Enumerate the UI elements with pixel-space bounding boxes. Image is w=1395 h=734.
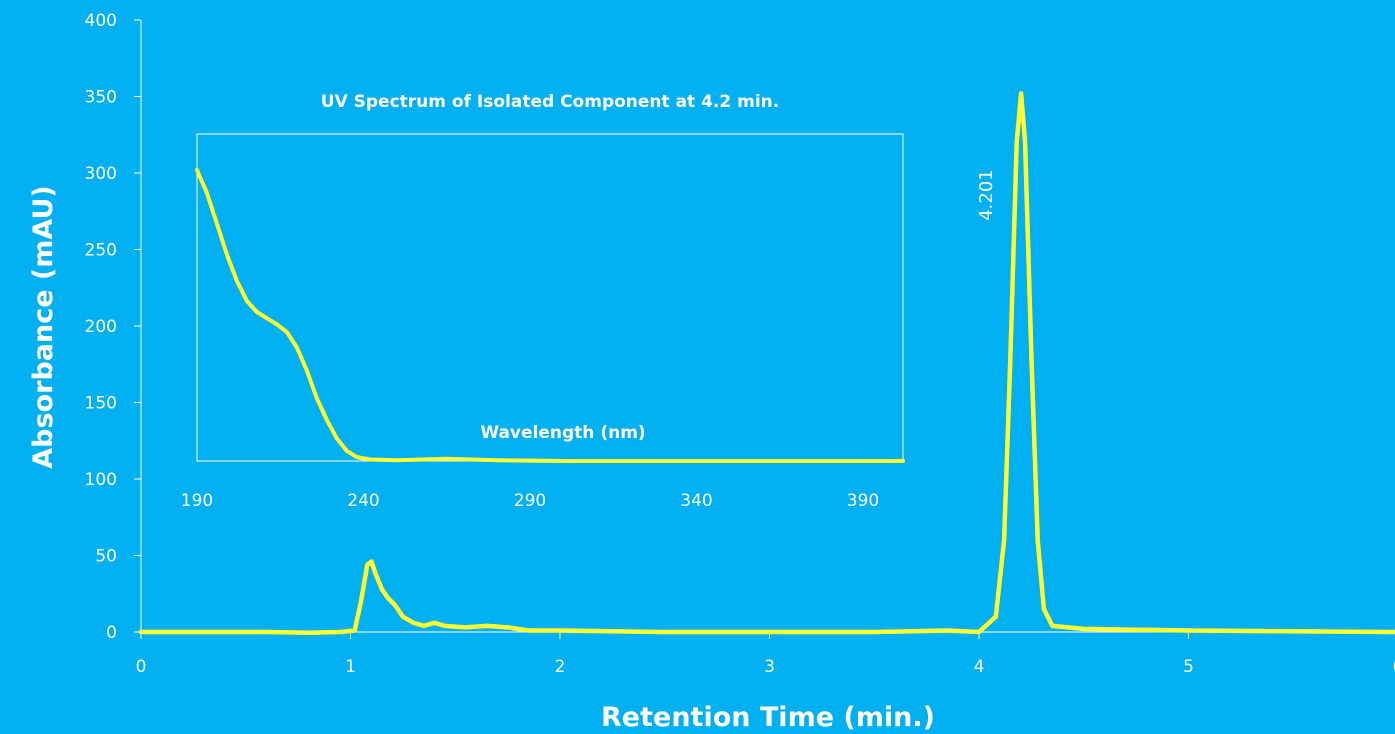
inset-x-axis-title: Wavelength (nm) [480, 423, 645, 443]
inset-x-tick-label: 340 [680, 491, 712, 511]
inset-title: UV Spectrum of Isolated Component at 4.2… [321, 92, 779, 112]
inset-x-tick-label: 290 [514, 491, 546, 511]
y-axis-title: Absorbance (mAU) [28, 185, 59, 468]
x-tick-label: 6 [1393, 657, 1395, 677]
y-tick-label: 250 [85, 241, 117, 261]
y-tick-label: 0 [106, 623, 117, 643]
y-tick-label: 150 [85, 394, 117, 414]
inset-x-tick-label: 390 [847, 491, 879, 511]
x-tick-label: 2 [555, 657, 566, 677]
y-tick-label: 200 [85, 317, 117, 337]
x-tick-label: 1 [345, 657, 356, 677]
uv-spectrum-line [195, 168, 905, 463]
y-tick-label: 350 [85, 88, 117, 108]
x-axis-title: Retention Time (min.) [601, 702, 935, 733]
y-tick-label: 50 [95, 547, 117, 567]
x-tick-label: 3 [764, 657, 775, 677]
inset-x-tick-label: 190 [181, 491, 213, 511]
peak-label: 4.201 [976, 169, 997, 221]
y-tick-label: 300 [85, 164, 117, 184]
inset-frame [196, 133, 904, 462]
y-tick-label: 100 [85, 470, 117, 490]
y-tick-label: 400 [85, 11, 117, 31]
inset-x-tick-label: 240 [347, 491, 379, 511]
x-tick-label: 0 [136, 657, 147, 677]
x-tick-label: 4 [974, 657, 985, 677]
chromatogram-line [138, 91, 1395, 636]
chromatogram-series: 4.201 [138, 91, 1395, 636]
x-tick-label: 5 [1183, 657, 1194, 677]
uv-spectrum-inset: 190 240 290 340 390 UV Spectrum of Isolated C… [181, 92, 905, 511]
